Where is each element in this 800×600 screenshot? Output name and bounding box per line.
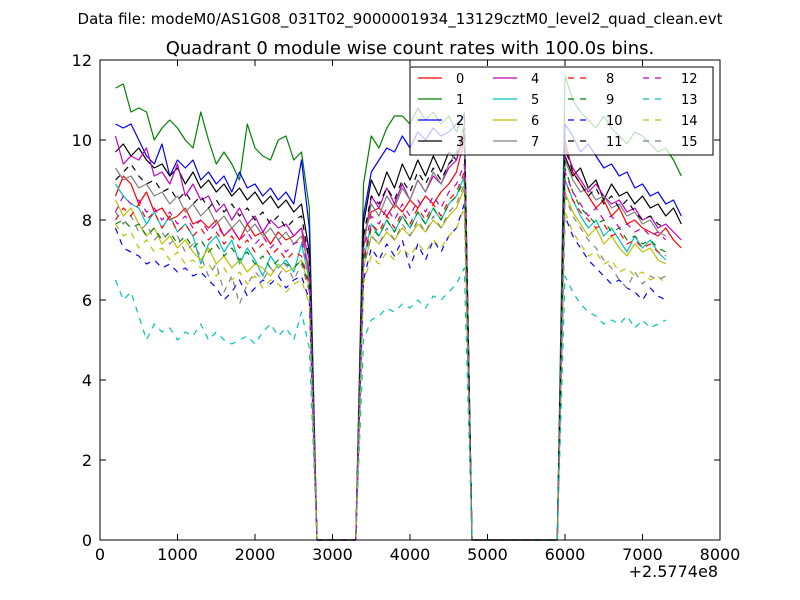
legend-label-0: 0 (456, 72, 464, 87)
legend-label-11: 11 (606, 135, 623, 150)
x-tick-label: 2000 (235, 545, 276, 564)
x-tick-label: 5000 (467, 545, 508, 564)
y-tick-label: 2 (82, 451, 92, 470)
series-line-13 (114, 267, 667, 541)
legend-label-7: 7 (531, 135, 539, 150)
legend-label-14: 14 (681, 114, 698, 129)
series-line-4 (114, 135, 682, 541)
series-line-6 (114, 187, 667, 541)
x-tick-label: 4000 (390, 545, 431, 564)
legend-label-12: 12 (681, 72, 698, 87)
legend-label-1: 1 (456, 93, 464, 108)
x-tick-label: 3000 (312, 545, 353, 564)
x-tick-label: 8000 (700, 545, 741, 564)
legend-label-10: 10 (606, 114, 623, 129)
series-line-12 (114, 163, 667, 541)
y-tick-label: 6 (82, 291, 92, 310)
legend-label-13: 13 (681, 93, 698, 108)
x-tick-label: 1000 (157, 545, 198, 564)
x-tick-label: 6000 (545, 545, 586, 564)
legend-label-9: 9 (606, 93, 614, 108)
legend-label-2: 2 (456, 114, 464, 129)
series-line-14 (114, 207, 667, 541)
series-line-3 (115, 131, 682, 541)
legend-label-3: 3 (456, 135, 464, 150)
series-line-15 (114, 183, 667, 541)
y-tick-label: 0 (82, 531, 92, 550)
y-tick-label: 12 (72, 51, 92, 70)
legend-label-4: 4 (531, 72, 539, 87)
x-axis: 0 1000 2000 3000 4000 5000 6000 7000 8000 (95, 60, 740, 564)
series-line-0 (114, 139, 682, 541)
legend-label-5: 5 (531, 93, 539, 108)
legend-label-15: 15 (681, 135, 698, 150)
series-line-7 (114, 123, 667, 541)
plot-lines (114, 75, 682, 541)
series-line-8 (114, 171, 667, 541)
y-tick-label: 8 (82, 211, 92, 230)
y-tick-label: 10 (72, 131, 92, 150)
legend-label-8: 8 (606, 72, 614, 87)
chart-title: Quadrant 0 module wise count rates with … (166, 38, 655, 59)
x-tick-label: 0 (95, 545, 105, 564)
y-tick-label: 4 (82, 371, 92, 390)
x-offset-label: +2.5774e8 (629, 562, 718, 581)
series-line-11 (115, 127, 667, 541)
suptitle: Data file: modeM0/AS1G08_031T02_90000019… (78, 10, 723, 29)
legend-box (409, 66, 714, 156)
legend-label-6: 6 (531, 114, 539, 129)
x-tick-label: 7000 (622, 545, 663, 564)
